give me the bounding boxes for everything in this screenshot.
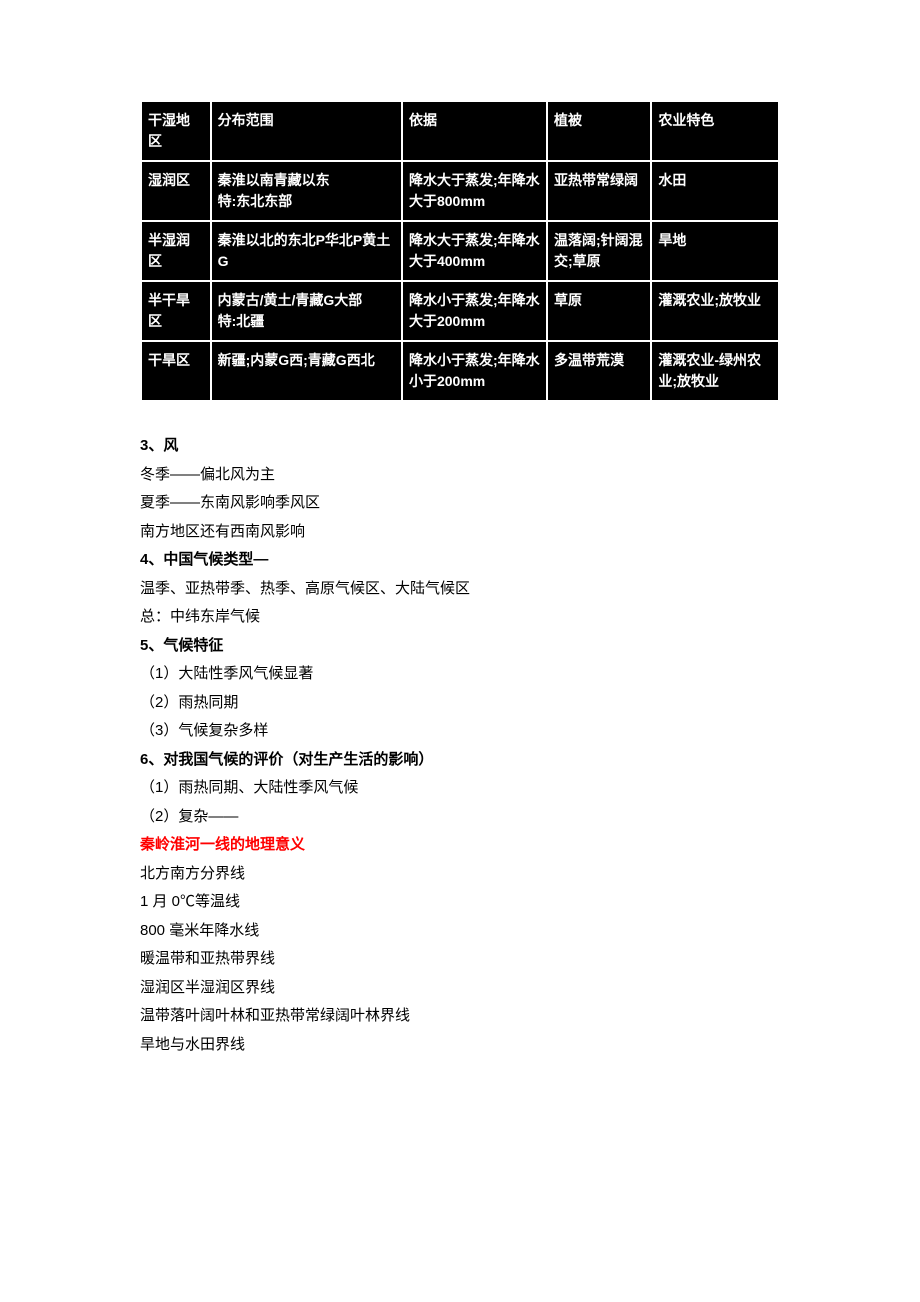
cell-zone: 半湿润区 (141, 221, 211, 281)
text-line: 温季、亚热带季、热季、高原气候区、大陆气候区 (140, 575, 780, 604)
cell-vegetation: 草原 (547, 281, 651, 341)
text-line: 旱地与水田界线 (140, 1031, 780, 1060)
section-5-title: 5、气候特征 (140, 632, 780, 661)
cell-basis: 降水小于蒸发;年降水大于200mm (402, 281, 547, 341)
section-3-title: 3、风 (140, 432, 780, 461)
header-range: 分布范围 (211, 101, 402, 161)
table-row: 干旱区 新疆;内蒙G西;青藏G西北 降水小于蒸发;年降水小于200mm 多温带荒… (141, 341, 779, 401)
text-line: 总：中纬东岸气候 (140, 603, 780, 632)
text-line: （2）雨热同期 (140, 689, 780, 718)
header-zone: 干湿地区 (141, 101, 211, 161)
cell-range: 秦淮以北的东北P华北P黄土G (211, 221, 402, 281)
text-line: 冬季——偏北风为主 (140, 461, 780, 490)
cell-basis: 降水小于蒸发;年降水小于200mm (402, 341, 547, 401)
text-line: 夏季——东南风影响季风区 (140, 489, 780, 518)
cell-basis: 降水大于蒸发;年降水大于800mm (402, 161, 547, 221)
cell-vegetation: 多温带荒漠 (547, 341, 651, 401)
text-line: 800 毫米年降水线 (140, 917, 780, 946)
header-agriculture: 农业特色 (651, 101, 779, 161)
text-line: 暖温带和亚热带界线 (140, 945, 780, 974)
text-line: （3）气候复杂多样 (140, 717, 780, 746)
table-row: 半干旱区 内蒙古/黄土/青藏G大部特:北疆 降水小于蒸发;年降水大于200mm … (141, 281, 779, 341)
text-line: （2）复杂—— (140, 803, 780, 832)
text-line: 北方南方分界线 (140, 860, 780, 889)
cell-range: 内蒙古/黄土/青藏G大部特:北疆 (211, 281, 402, 341)
text-line: 温带落叶阔叶林和亚热带常绿阔叶林界线 (140, 1002, 780, 1031)
section-4-title: 4、中国气候类型— (140, 546, 780, 575)
cell-vegetation: 温落阔;针阔混交;草原 (547, 221, 651, 281)
text-line: （1）大陆性季风气候显著 (140, 660, 780, 689)
text-line: 湿润区半湿润区界线 (140, 974, 780, 1003)
text-line: （1）雨热同期、大陆性季风气候 (140, 774, 780, 803)
cell-range: 新疆;内蒙G西;青藏G西北 (211, 341, 402, 401)
cell-agriculture: 灌溉农业;放牧业 (651, 281, 779, 341)
cell-basis: 降水大于蒸发;年降水大于400mm (402, 221, 547, 281)
cell-zone: 干旱区 (141, 341, 211, 401)
cell-vegetation: 亚热带常绿阔 (547, 161, 651, 221)
cell-zone: 湿润区 (141, 161, 211, 221)
moisture-zone-table: 干湿地区 分布范围 依据 植被 农业特色 湿润区 秦淮以南青藏以东特:东北东部 … (140, 100, 780, 402)
content-body: 3、风 冬季——偏北风为主 夏季——东南风影响季风区 南方地区还有西南风影响 4… (140, 432, 780, 1059)
header-vegetation: 植被 (547, 101, 651, 161)
cell-range: 秦淮以南青藏以东特:东北东部 (211, 161, 402, 221)
table-header-row: 干湿地区 分布范围 依据 植被 农业特色 (141, 101, 779, 161)
table-row: 半湿润区 秦淮以北的东北P华北P黄土G 降水大于蒸发;年降水大于400mm 温落… (141, 221, 779, 281)
header-basis: 依据 (402, 101, 547, 161)
cell-agriculture: 旱地 (651, 221, 779, 281)
cell-agriculture: 灌溉农业-绿州农业;放牧业 (651, 341, 779, 401)
cell-zone: 半干旱区 (141, 281, 211, 341)
table-row: 湿润区 秦淮以南青藏以东特:东北东部 降水大于蒸发;年降水大于800mm 亚热带… (141, 161, 779, 221)
red-section-title: 秦岭淮河一线的地理意义 (140, 831, 780, 860)
section-6-title: 6、对我国气候的评价（对生产生活的影响） (140, 746, 780, 775)
text-line: 1 月 0℃等温线 (140, 888, 780, 917)
text-line: 南方地区还有西南风影响 (140, 518, 780, 547)
cell-agriculture: 水田 (651, 161, 779, 221)
